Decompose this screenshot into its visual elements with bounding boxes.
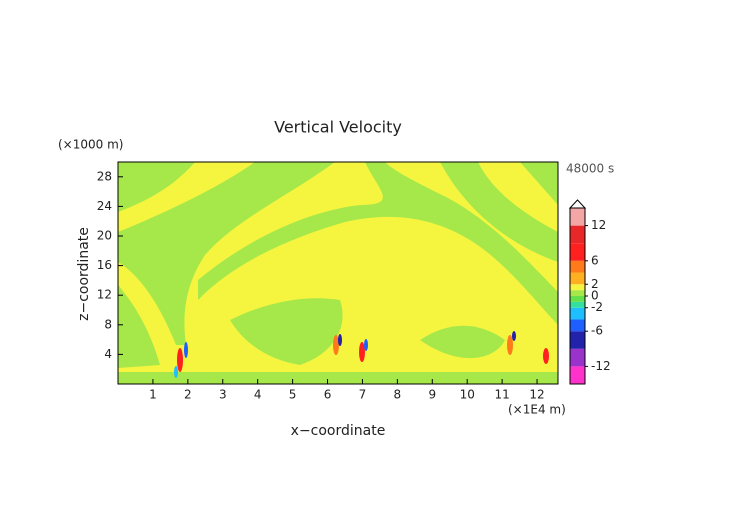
x-tick-label: 5 xyxy=(289,388,297,402)
x-axis-label: x−coordinate xyxy=(291,423,386,439)
colorbar-band xyxy=(570,284,585,291)
colorbar-band xyxy=(570,296,585,302)
colorbar-band xyxy=(570,307,585,320)
x-tick-label: 12 xyxy=(529,388,544,402)
contour-field xyxy=(118,162,558,384)
colorbar-band xyxy=(570,301,585,308)
colorbar-tick-label: 0 xyxy=(591,289,599,303)
y-tick-label: 16 xyxy=(97,258,112,272)
colorbar-band xyxy=(570,348,585,367)
x-tick-label: 1 xyxy=(149,388,157,402)
y-axis-label: z−coordinate xyxy=(76,227,92,321)
x-unit: (×1E4 m) xyxy=(508,403,566,417)
x-tick-label: 6 xyxy=(324,388,332,402)
colorbar-tick-label: 6 xyxy=(591,253,599,267)
colorbar-band xyxy=(570,260,585,273)
chart-title: Vertical Velocity xyxy=(274,118,402,137)
y-tick-label: 8 xyxy=(104,317,112,331)
colorbar-tick-label: -12 xyxy=(591,359,611,373)
x-tick-label: 11 xyxy=(494,388,509,402)
colorbar-band xyxy=(570,208,585,226)
y-tick-label: 20 xyxy=(97,229,112,243)
colorbar-band xyxy=(570,331,585,349)
colorbar-band xyxy=(570,366,585,384)
y-unit: (×1000 m) xyxy=(58,138,123,152)
x-tick-label: 2 xyxy=(184,388,192,402)
updraft-spots xyxy=(174,331,549,378)
y-tick-label: 28 xyxy=(97,169,112,183)
x-tick-label: 8 xyxy=(394,388,402,402)
colorbar-extension xyxy=(568,199,587,209)
x-tick-label: 9 xyxy=(428,388,436,402)
y-tick-label: 12 xyxy=(97,288,112,302)
x-tick-label: 3 xyxy=(219,388,227,402)
colorbar-band xyxy=(570,290,585,296)
colorbar-tick-label: 2 xyxy=(591,277,599,291)
x-tick-label: 4 xyxy=(254,388,262,402)
plot-frame xyxy=(117,161,559,385)
y-tick-label: 24 xyxy=(97,199,112,213)
time-label: 48000 s xyxy=(566,162,614,176)
colorbar-tick-label: -6 xyxy=(591,324,603,338)
x-tick-label: 7 xyxy=(359,388,367,402)
y-tick-label: 4 xyxy=(104,347,112,361)
colorbar-band xyxy=(570,225,585,244)
colorbar-band xyxy=(570,319,585,332)
x-tick-label: 10 xyxy=(460,388,475,402)
colorbar-tick-label: -2 xyxy=(591,300,603,314)
colorbar-band xyxy=(570,243,585,261)
colorbar-band xyxy=(570,272,585,285)
colorbar-tick-label: 12 xyxy=(591,218,606,232)
